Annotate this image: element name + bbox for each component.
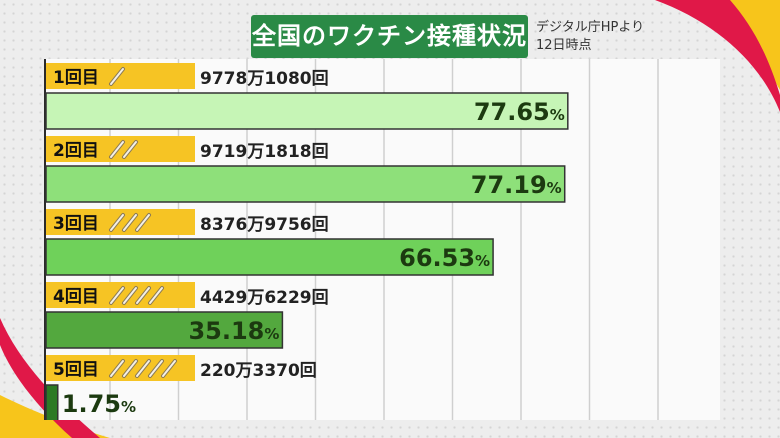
value-label: 35.18% (188, 317, 279, 345)
syringe-icon (122, 140, 138, 159)
syringe-icon (109, 67, 125, 86)
syringe-icon (122, 286, 138, 305)
bar (45, 311, 284, 349)
value-label: 66.53% (399, 244, 490, 272)
dose-count-label: 220万3370回 (200, 361, 317, 381)
swoosh-top-right-red (655, 0, 780, 112)
value-label: 77.19% (471, 171, 562, 199)
row-label: 1回目 (53, 68, 99, 88)
bar (45, 238, 494, 276)
syringe-icon (109, 213, 125, 232)
syringe-icon (109, 140, 125, 159)
value-label: 77.65% (474, 98, 565, 126)
row-label: 5回目 (53, 360, 99, 380)
swoosh-bottom-left-yellow (0, 395, 110, 438)
syringe-icon (135, 213, 151, 232)
dose-count-label: 9719万1818回 (200, 142, 329, 162)
bar-chart: 1回目 9778万1080回 77.65% 2回目 9719万1818回 77.19% 3回… (44, 59, 659, 420)
bar (45, 384, 59, 420)
dose-count-label: 9778万1080回 (200, 69, 329, 89)
row-label-box (46, 209, 195, 235)
row-label-box (46, 63, 195, 89)
bar (45, 92, 569, 130)
row-label: 2回目 (53, 141, 99, 161)
row-label-box (46, 282, 195, 308)
dose-count-label: 8376万9756回 (200, 215, 329, 235)
row-label-box (46, 136, 195, 162)
syringe-icon (122, 359, 138, 378)
source-line-1: デジタル庁HPより (536, 20, 645, 35)
chart-title: 全国のワクチン接種状況 (251, 15, 528, 58)
syringe-icon (109, 286, 125, 305)
source-line-2: 12日時点 (536, 38, 592, 53)
syringe-icon (135, 286, 151, 305)
row-label: 3回目 (53, 214, 99, 234)
swoosh-top-right-yellow (700, 0, 780, 90)
syringe-icon (122, 213, 138, 232)
value-label: 1.75% (62, 390, 136, 418)
syringe-icon (148, 286, 164, 305)
syringe-icon (109, 359, 125, 378)
syringe-icon (148, 359, 164, 378)
bar (45, 165, 566, 203)
syringe-icon (161, 359, 177, 378)
chart-panel: 1回目 9778万1080回 77.65% 2回目 9719万1818回 77.19% 3回… (44, 59, 720, 420)
row-label: 4回目 (53, 287, 99, 307)
source-note: デジタル庁HPより 12日時点 (536, 19, 644, 55)
dose-count-label: 4429万6229回 (200, 288, 329, 308)
syringe-icon (135, 359, 151, 378)
